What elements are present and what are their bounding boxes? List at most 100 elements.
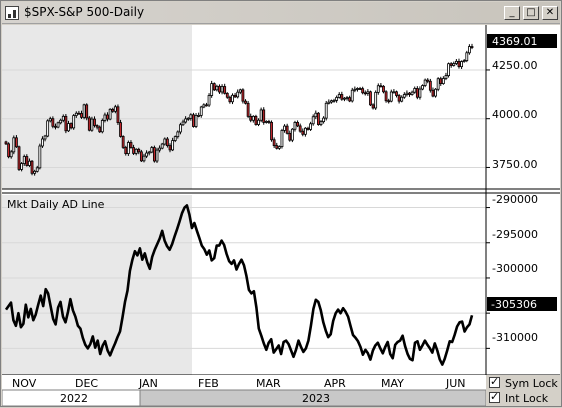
month-dec: DEC [75, 377, 98, 390]
candle-down [7, 143, 11, 158]
last-price-marker [487, 34, 557, 48]
candle-down [241, 89, 245, 102]
candle-down [428, 80, 432, 91]
candle-up [413, 88, 417, 93]
candle-up [176, 131, 180, 138]
candle-up [35, 167, 39, 172]
candle-down [87, 117, 91, 131]
sym-lock-label: Sym Lock [505, 377, 558, 390]
candle-up [33, 170, 37, 174]
minimize-button[interactable]: _ [504, 6, 520, 20]
close-button[interactable]: ✕ [542, 6, 558, 20]
maximize-button[interactable]: □ [523, 6, 539, 20]
candle-down [285, 125, 289, 134]
candle-down [129, 142, 133, 148]
candle-down [205, 104, 208, 107]
candle-up [72, 115, 76, 129]
ad-line-series [4, 204, 474, 366]
price-tick-4000: 4000.00 [492, 108, 538, 121]
month-feb: FEB [198, 377, 219, 390]
month-apr: APR [324, 377, 346, 390]
candle-up [238, 89, 242, 93]
y-tick-marks [486, 69, 490, 349]
candle-up [67, 123, 70, 132]
candle-down [244, 100, 247, 104]
candle-up [322, 117, 326, 123]
candle-up [465, 52, 469, 61]
candle-up [374, 91, 378, 109]
candle-down [51, 118, 55, 127]
candle-up [210, 83, 214, 96]
candle-up [447, 63, 450, 77]
candle-up [423, 79, 427, 86]
candle-down [132, 147, 135, 154]
window-title: $SPX-S&P 500-Daily [24, 5, 145, 19]
candle-up [171, 140, 175, 151]
candle-up [100, 120, 104, 133]
candle-up [257, 119, 260, 125]
candle-up [43, 135, 47, 140]
time-axis-bar: NOV DEC JAN FEB MAR APR MAY JUN 2022 202… [2, 375, 560, 408]
candle-down [64, 115, 68, 132]
candle-up [155, 149, 159, 162]
candle-up [345, 97, 349, 100]
candle-up [337, 94, 341, 98]
sym-lock-checkbox[interactable] [489, 375, 500, 388]
candle-up [22, 156, 26, 164]
candle-down [152, 147, 156, 162]
candle-down [116, 106, 120, 124]
candle-up [303, 127, 307, 135]
candle-down [387, 100, 391, 103]
candle-up [12, 137, 16, 153]
candle-up [9, 151, 13, 158]
candle-down [288, 132, 292, 141]
candle-up [259, 109, 263, 121]
ad-pane-title: Mkt Daily AD Line [7, 198, 105, 211]
chart-area[interactable]: 4369.01 4250.00 4000.00 3750.00 Mkt Dail… [2, 25, 560, 376]
candle-up [434, 88, 437, 97]
candle-up [202, 104, 206, 108]
candle-up [181, 121, 185, 126]
candle-up [335, 97, 339, 101]
candle-down [371, 104, 375, 109]
candle-up [82, 104, 86, 118]
candle-up [215, 85, 219, 91]
candle-down [439, 78, 443, 84]
int-lock-checkbox[interactable] [489, 390, 500, 403]
candle-down [408, 92, 411, 95]
candle-up [189, 114, 193, 119]
candle-up [462, 60, 466, 62]
candle-up [179, 124, 182, 133]
candle-down [69, 123, 73, 129]
title-bar[interactable]: $SPX-S&P 500-Daily _ □ ✕ [2, 2, 560, 24]
month-jan: JAN [138, 377, 158, 390]
candle-down [246, 102, 250, 117]
candle-up [376, 85, 380, 93]
candle-down [340, 94, 344, 100]
candle-up [350, 89, 354, 102]
candle-up [90, 118, 94, 131]
candle-down [192, 114, 195, 127]
candle-down [426, 79, 430, 82]
ad-tick-310000: -310000 [492, 331, 538, 344]
candle-up [389, 91, 393, 102]
candle-up [61, 115, 65, 121]
candle-up [173, 136, 177, 141]
candle-down [119, 122, 122, 137]
candle-up [134, 148, 138, 154]
price-candles [4, 43, 474, 176]
ad-tick-300000: -300000 [492, 262, 538, 275]
candle-up [108, 108, 112, 120]
candle-up [293, 122, 297, 130]
candle-up [264, 121, 268, 123]
chart-canvas[interactable]: 4369.01 4250.00 4000.00 3750.00 Mkt Dail… [2, 25, 560, 376]
candle-down [124, 146, 128, 155]
candle-up [356, 88, 359, 90]
candle-up [436, 78, 440, 90]
candle-down [54, 125, 57, 128]
price-tick-3750: 3750.00 [492, 158, 538, 171]
candle-down [379, 85, 383, 88]
candle-down [121, 136, 125, 148]
candle-up [353, 88, 357, 91]
candle-up [421, 85, 424, 90]
